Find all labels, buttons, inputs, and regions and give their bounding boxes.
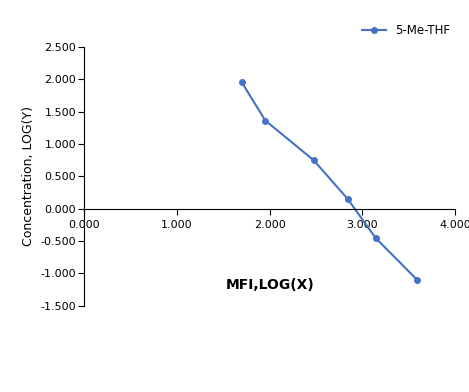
5-Me-THF bbox=[239, 80, 245, 85]
Line: 5-Me-THF: 5-Me-THF bbox=[239, 80, 420, 283]
5-Me-THF bbox=[345, 197, 351, 201]
Y-axis label: Concentration, LOG(Y): Concentration, LOG(Y) bbox=[22, 106, 35, 247]
5-Me-THF bbox=[311, 158, 317, 163]
5-Me-THF bbox=[373, 236, 378, 241]
5-Me-THF bbox=[414, 278, 420, 282]
Legend: 5-Me-THF: 5-Me-THF bbox=[357, 20, 455, 42]
X-axis label: MFI,LOG(X): MFI,LOG(X) bbox=[225, 278, 314, 292]
5-Me-THF bbox=[263, 118, 268, 123]
